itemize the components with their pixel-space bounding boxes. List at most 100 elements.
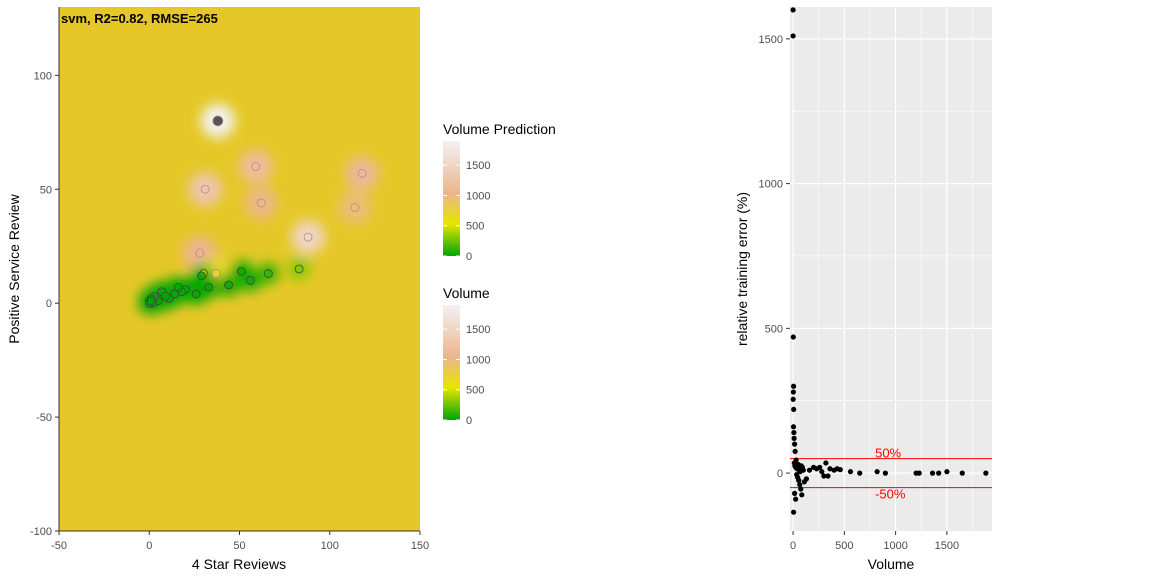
data-point	[857, 470, 863, 476]
data-point	[823, 460, 829, 466]
data-point	[224, 280, 234, 290]
y-tick-label: 1500	[759, 34, 783, 46]
legend-colorbar	[443, 305, 460, 420]
x-tick-label: 50	[233, 540, 245, 552]
data-point	[936, 470, 942, 476]
y-tick-label: 100	[34, 70, 52, 82]
data-point	[191, 289, 201, 299]
x-tick-label: 100	[321, 540, 339, 552]
right-x-axis-label: Volume	[868, 556, 915, 572]
x-tick-label: 150	[411, 540, 429, 552]
data-point	[146, 296, 156, 306]
data-point	[796, 477, 802, 483]
data-point	[983, 470, 989, 476]
data-point	[790, 396, 796, 402]
data-point	[916, 470, 922, 476]
legend-tick-label: 0	[466, 415, 472, 427]
left-chart: svm, R2=0.82, RMSE=265 -50 0 50 100 150-100-…	[6, 7, 429, 572]
data-point	[959, 470, 965, 476]
right-y-axis-label: relative training error (%)	[734, 192, 750, 346]
data-point	[211, 269, 221, 278]
data-point	[800, 467, 806, 473]
y-tick-label: 50	[40, 184, 52, 196]
x-tick-label: 1000	[883, 540, 907, 552]
data-point	[173, 282, 183, 292]
data-point	[790, 509, 797, 515]
data-point	[803, 476, 810, 482]
data-point	[790, 7, 796, 13]
right-points	[790, 7, 989, 515]
x-tick-label: 1500	[935, 540, 959, 552]
data-point	[790, 389, 796, 395]
right-grid	[790, 7, 992, 531]
data-point	[790, 334, 796, 340]
left-chart-title: svm, R2=0.82, RMSE=265	[61, 11, 218, 26]
data-point	[303, 232, 313, 242]
data-point	[790, 424, 797, 430]
data-point	[792, 441, 798, 447]
data-point	[793, 496, 799, 502]
legend-title: Volume	[443, 285, 490, 301]
data-point	[819, 469, 825, 475]
legend-volume-prediction: Volume Prediction 0 500 1000 1500	[443, 121, 556, 263]
reference-lines: 50% -50%	[790, 446, 992, 502]
data-point	[799, 492, 805, 498]
right-axes: 0 500 1000 1500 0 500 1000 1500	[759, 34, 960, 552]
data-point	[204, 282, 214, 292]
data-point	[929, 470, 936, 476]
data-point	[817, 464, 823, 470]
legend-ticks: 0 500 1000 1500	[443, 160, 490, 263]
legend-tick-label: 0	[466, 251, 472, 263]
x-tick-label: 500	[835, 540, 853, 552]
y-tick-label: -100	[30, 526, 52, 538]
data-point	[790, 33, 796, 39]
data-point	[825, 473, 831, 479]
data-point	[195, 248, 205, 258]
x-tick-label: -50	[51, 540, 67, 552]
data-point	[236, 266, 246, 276]
left-y-axis-label: Positive Service Review	[6, 193, 22, 343]
data-point	[792, 490, 798, 496]
legend-volume: Volume 0 500 1000 1500	[443, 285, 490, 427]
y-tick-label: 1000	[759, 179, 783, 191]
legend-tick-label: 1500	[466, 324, 490, 336]
data-point	[806, 467, 813, 473]
data-point	[797, 482, 803, 488]
x-tick-label: 0	[146, 540, 152, 552]
legend-title: Volume Prediction	[443, 121, 556, 137]
legend-ticks: 0 500 1000 1500	[443, 324, 490, 427]
legend-tick-label: 500	[466, 221, 484, 233]
data-point	[821, 473, 827, 479]
x-tick-label: 0	[790, 540, 796, 552]
data-point	[847, 469, 854, 475]
data-point	[263, 269, 273, 278]
legend-tick-label: 500	[466, 385, 484, 397]
data-point	[212, 115, 224, 127]
data-point	[197, 271, 206, 281]
data-point	[251, 162, 261, 171]
data-point	[245, 275, 255, 285]
legend-colorbar	[443, 141, 460, 256]
data-point	[791, 406, 797, 413]
legend-tick-label: 1000	[466, 354, 490, 366]
y-tick-label: 0	[777, 468, 783, 480]
data-point	[837, 467, 843, 473]
legend-tick-label: 1000	[466, 190, 490, 202]
data-point	[357, 168, 367, 178]
heat-points	[144, 115, 367, 308]
data-point	[256, 198, 266, 208]
y-tick-label: 500	[765, 323, 783, 335]
data-point	[827, 466, 833, 472]
data-point	[882, 470, 888, 476]
y-tick-label: 0	[46, 298, 52, 310]
right-chart-background	[790, 7, 992, 531]
data-point	[791, 429, 797, 436]
data-point	[790, 383, 797, 389]
data-point	[791, 435, 797, 441]
data-point	[161, 291, 170, 301]
data-point	[798, 486, 804, 492]
y-tick-label: -50	[36, 412, 52, 424]
left-axes: -50 0 50 100 150 -100 -50 0 50 100	[30, 7, 429, 552]
